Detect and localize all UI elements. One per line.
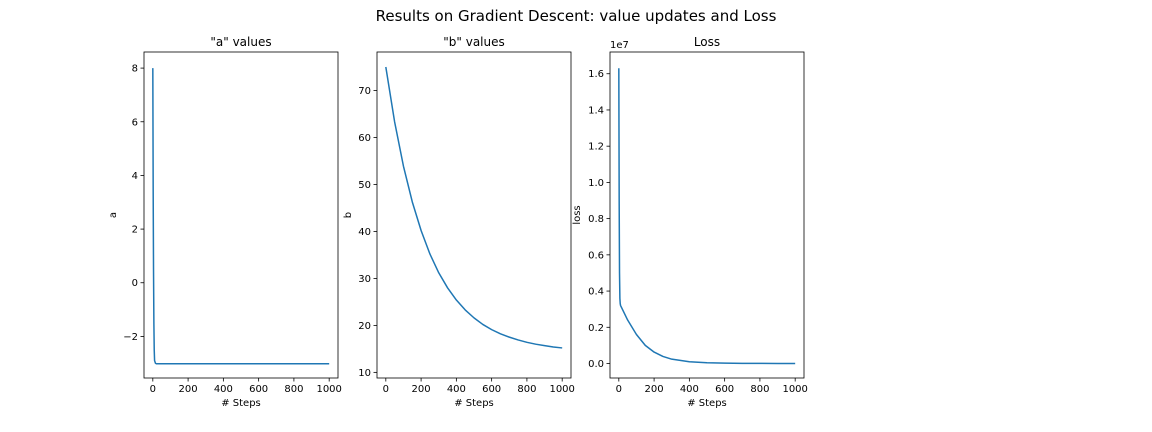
x-tick-label: 400 [680, 384, 699, 395]
y-tick-label: 1.2 [588, 142, 604, 153]
y-tick-label: 40 [358, 227, 371, 238]
x-tick-label: 0 [150, 384, 156, 395]
x-tick-label: 600 [249, 384, 268, 395]
x-tick-label: 0 [383, 384, 389, 395]
axes-frame [143, 51, 339, 379]
y-tick-label: 20 [358, 321, 371, 332]
x-tick-label: 800 [517, 384, 536, 395]
y-tick-label: 4 [132, 171, 138, 182]
x-tick-label: 600 [482, 384, 501, 395]
x-tick-label: 200 [179, 384, 198, 395]
subplot-2: "b" values 0 200 400 600 800 1000 10 20 30 40 50 60 7… [343, 35, 575, 409]
subplot-1: "a" values 0 200 400 600 800 1000 −2 0 2 4 6 8 # Step… [108, 35, 342, 409]
x-tick-label: 1000 [549, 384, 574, 395]
y-offset-label: 1e7 [610, 40, 629, 51]
y-tick-label: 1.0 [588, 178, 604, 189]
x-axis-label: # Steps [687, 398, 727, 409]
x-tick-label: 400 [447, 384, 466, 395]
y-axis-label: b [343, 212, 354, 218]
axes-frame [609, 51, 805, 379]
x-tick-label: 1000 [316, 384, 341, 395]
y-tick-label: 10 [358, 368, 371, 379]
subplot-title: "a" values [210, 35, 271, 49]
y-tick-label: 8 [132, 64, 138, 75]
figure-suptitle: Results on Gradient Descent: value updat… [376, 7, 777, 25]
y-tick-label: 6 [132, 117, 138, 128]
x-tick-label: 1000 [782, 384, 807, 395]
subplot-title: Loss [694, 35, 720, 49]
y-tick-label: 1.6 [588, 69, 604, 80]
y-axis-label: a [108, 212, 119, 218]
y-tick-label: 0.6 [588, 250, 604, 261]
y-tick-label: 0 [132, 278, 138, 289]
y-tick-label: 0.4 [588, 287, 604, 298]
series-line [618, 68, 796, 365]
y-tick-label: 0.8 [588, 214, 604, 225]
y-tick-label: 70 [358, 86, 371, 97]
subplot-3: Loss 0 200 400 600 800 1000 0.0 0.2 0.4 0.6 0.8 1.0 1… [572, 35, 808, 409]
y-tick-label: 60 [358, 133, 371, 144]
y-tick-label: 1.4 [588, 105, 604, 116]
x-tick-label: 400 [214, 384, 233, 395]
x-tick-label: 800 [284, 384, 303, 395]
y-axis-label: loss [572, 205, 583, 224]
x-axis-label: # Steps [454, 398, 494, 409]
x-tick-label: 200 [645, 384, 664, 395]
y-tick-label: 0.0 [588, 359, 604, 370]
axes-frame [376, 51, 572, 379]
x-tick-label: 200 [412, 384, 431, 395]
series-line [385, 66, 563, 349]
x-tick-label: 600 [715, 384, 734, 395]
y-tick-label: −2 [123, 332, 138, 343]
y-tick-label: 2 [132, 225, 138, 236]
subplot-title: "b" values [443, 35, 505, 49]
x-axis-label: # Steps [221, 398, 261, 409]
series-line [152, 68, 330, 365]
x-tick-label: 0 [616, 384, 622, 395]
x-tick-label: 800 [750, 384, 769, 395]
y-tick-label: 0.2 [588, 323, 604, 334]
y-tick-label: 50 [358, 180, 371, 191]
y-tick-label: 30 [358, 274, 371, 285]
